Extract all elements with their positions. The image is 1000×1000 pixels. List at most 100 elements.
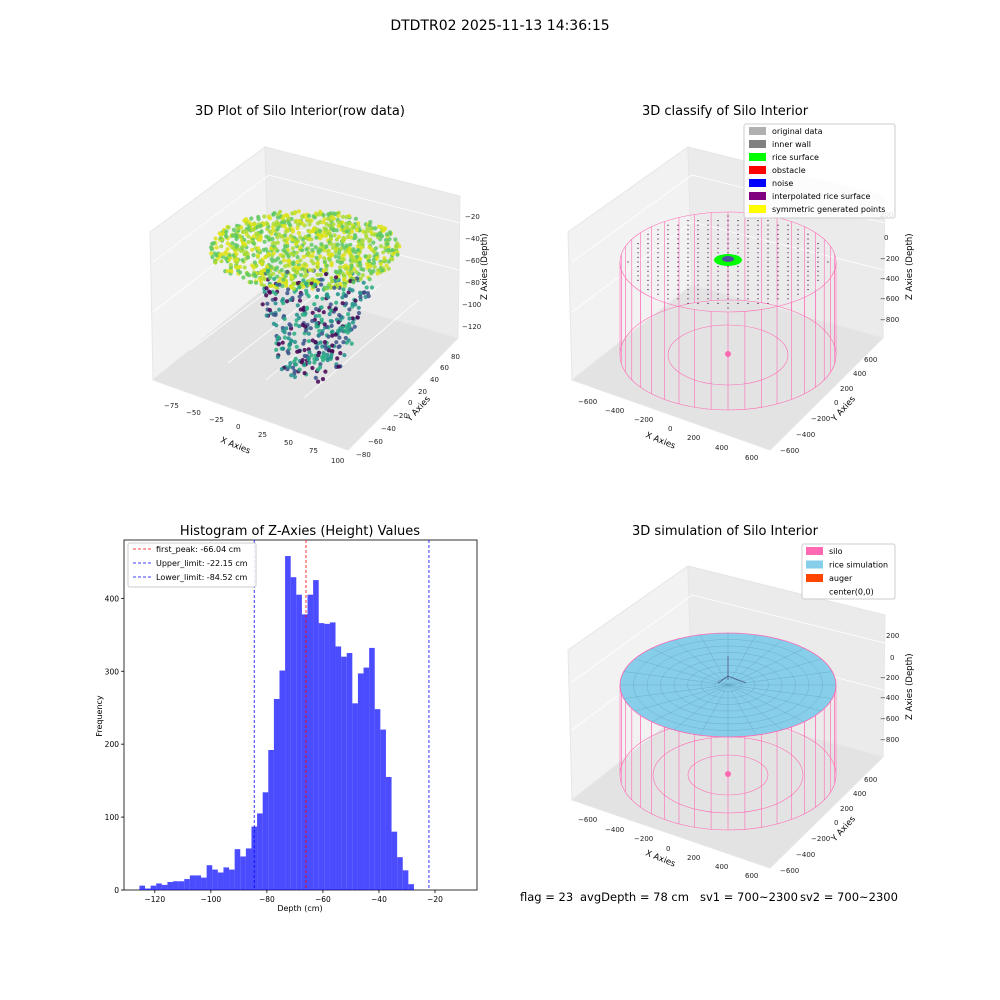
scatter-point (234, 234, 239, 240)
legend-entry: Upper_limit: -22.15 cm (156, 559, 248, 568)
interpolated-point (667, 275, 669, 277)
scatter-point (277, 282, 282, 287)
scatter-point (245, 271, 250, 276)
scatter-point (299, 272, 304, 278)
histogram-bar (301, 614, 308, 890)
scatter-point (318, 277, 323, 282)
scatter-point (287, 331, 292, 336)
interpolated-point (717, 252, 719, 254)
histogram-bar (201, 877, 207, 890)
histogram-bar (223, 867, 230, 890)
interpolated-point (767, 261, 769, 263)
interpolated-point (657, 229, 659, 231)
plot2-ytick: −200 (811, 415, 830, 423)
histogram-xtick-label: −120 (145, 895, 166, 904)
scatter-point (292, 359, 297, 364)
scatter-point (309, 258, 314, 263)
scatter-point (322, 322, 327, 327)
rice-simulation-surface (619, 632, 837, 738)
scatter-point (267, 275, 273, 280)
interpolated-point (647, 266, 649, 268)
scatter-point (315, 272, 320, 277)
scatter-point (297, 285, 302, 290)
interpolated-point (757, 270, 759, 272)
scatter-point (304, 288, 309, 293)
interpolated-point (687, 284, 689, 286)
plot4-xtick: 0 (666, 845, 670, 853)
scatter-point (238, 264, 243, 269)
scatter-point (333, 332, 338, 337)
interpolated-point (747, 298, 749, 300)
plot4-zlabel: Z Axies (Depth) (905, 653, 915, 720)
scatter-point (224, 229, 229, 234)
scatter-point (322, 256, 327, 261)
scatter-point (300, 322, 305, 328)
interpolated-point (747, 229, 749, 231)
scatter-point (310, 310, 315, 315)
scatter-point (302, 261, 307, 267)
scatter-point (387, 237, 392, 242)
interpolated-point (727, 275, 729, 277)
plot4-legend: silo rice simulation auger center(0,0) (801, 543, 896, 600)
plot1-title: 3D Plot of Silo Interior(row data) (195, 104, 405, 119)
scatter-point (331, 227, 336, 232)
interpolated-point (807, 256, 809, 258)
scatter-point (383, 245, 388, 250)
interpolated-point (687, 243, 689, 245)
plot4-xtick: 400 (715, 863, 728, 871)
scatter-point (343, 263, 348, 268)
scatter-point (301, 307, 306, 312)
scatter-point (267, 229, 273, 234)
histogram-ytick-label: 400 (105, 594, 120, 603)
plot1-ytick: 0 (408, 399, 412, 407)
scatter-point (349, 229, 355, 234)
scatter-point (279, 367, 284, 372)
histogram-bar (212, 869, 218, 890)
scatter-point (296, 209, 301, 214)
scatter-point (213, 236, 218, 241)
scatter-point (367, 223, 372, 228)
plot1-ztick: −120 (462, 323, 481, 331)
scatter-point (273, 258, 278, 263)
interpolated-point (757, 275, 759, 277)
interpolated-point (807, 266, 809, 268)
histogram-bar (189, 875, 196, 890)
scatter-point (340, 295, 345, 300)
histogram-bars (139, 556, 414, 890)
scatter-point (267, 216, 273, 221)
scatter-point (315, 221, 320, 226)
scatter-point (251, 253, 256, 258)
scatter-point (295, 255, 300, 260)
plot4-xlabel: X Axies (644, 849, 677, 870)
interpolated-point (687, 266, 689, 268)
scatter-point (332, 285, 337, 290)
scatter-point (344, 243, 349, 248)
histogram-bar (195, 875, 202, 890)
scatter-point (377, 232, 382, 237)
interpolated-point (757, 233, 759, 235)
interpolated-point (757, 302, 759, 304)
plot2-xtick: −600 (578, 398, 597, 406)
interpolated-point (787, 229, 789, 231)
interpolated-point (667, 243, 669, 245)
legend-swatch (806, 560, 823, 569)
interpolated-point (747, 275, 749, 277)
scatter-point (325, 352, 330, 357)
scatter-point (289, 251, 294, 256)
histogram-bar (257, 813, 263, 890)
interpolated-point (747, 302, 749, 304)
legend-swatch (749, 192, 766, 200)
scatter-point (275, 274, 280, 279)
scatter-point (310, 277, 315, 282)
scatter-point (312, 302, 317, 307)
scatter-point (347, 307, 352, 312)
scatter-point (345, 270, 350, 275)
scatter-point (267, 290, 272, 295)
scatter-point (367, 277, 372, 282)
plot2-title: 3D classify of Silo Interior (641, 104, 809, 119)
plot2-ytick: −600 (780, 447, 799, 455)
scatter-point (333, 249, 338, 255)
scatter-point (282, 335, 287, 340)
interpolated-point (747, 289, 749, 291)
scatter-point (298, 235, 303, 240)
